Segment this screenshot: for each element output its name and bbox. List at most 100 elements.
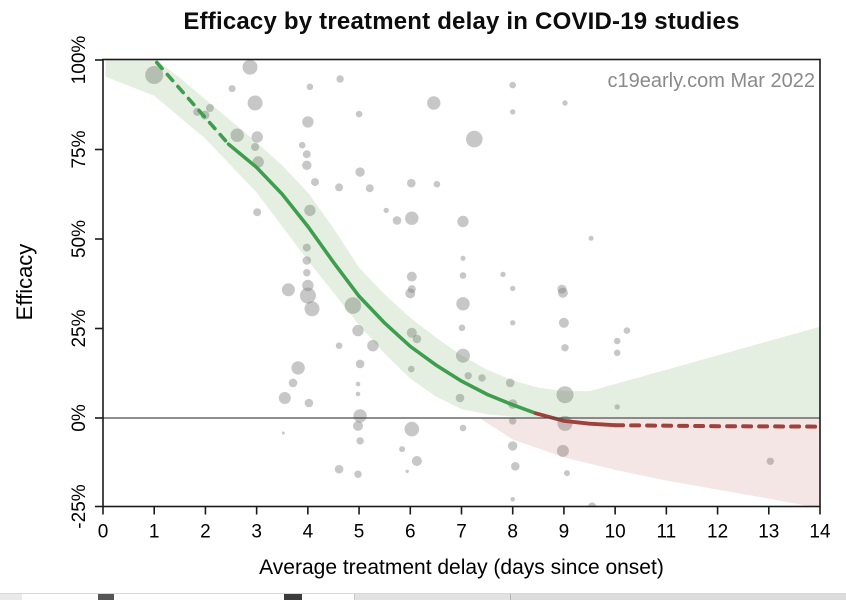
strip-mark — [98, 594, 114, 600]
data-bubble — [405, 469, 409, 473]
data-bubble — [392, 216, 402, 225]
data-bubble — [464, 372, 472, 380]
data-bubble — [383, 207, 389, 214]
data-bubble — [228, 85, 236, 93]
data-bubble — [253, 208, 262, 217]
data-bubble — [335, 342, 343, 350]
data-bubble — [281, 283, 295, 297]
trend-line-red-dashed — [613, 423, 820, 429]
x-tick-label: 13 — [758, 522, 779, 543]
data-bubble — [399, 446, 406, 453]
data-bubble — [459, 272, 467, 279]
data-bubble — [353, 420, 363, 431]
data-bubble — [353, 409, 367, 423]
strip-segment — [302, 594, 355, 600]
data-bubble — [278, 392, 291, 404]
data-bubble — [302, 279, 314, 292]
data-bubble — [352, 324, 364, 337]
x-tick-label: 11 — [656, 522, 676, 543]
data-bubble — [564, 470, 570, 477]
data-bubble — [613, 349, 621, 357]
data-bubble — [335, 183, 344, 192]
data-bubble — [304, 204, 316, 217]
data-bubble — [355, 381, 361, 387]
data-bubble — [460, 255, 466, 261]
strip-segment — [511, 594, 846, 600]
data-bubble — [304, 398, 314, 408]
data-bubble — [458, 324, 466, 332]
data-bubble — [558, 317, 569, 328]
data-bubble — [478, 374, 486, 382]
data-bubble — [455, 393, 465, 403]
data-bubble — [281, 431, 285, 435]
data-bubble — [145, 66, 164, 84]
data-bubble — [766, 457, 774, 465]
x-tick-label: 2 — [200, 522, 211, 543]
x-axis-label: Average treatment delay (days since onse… — [259, 556, 664, 579]
data-bubble — [304, 301, 320, 317]
data-bubble — [354, 470, 362, 478]
x-tick-label: 5 — [354, 522, 365, 543]
data-bubble — [356, 437, 364, 445]
data-bubble — [302, 116, 314, 128]
data-bubble — [427, 96, 441, 110]
data-bubble — [505, 378, 515, 388]
strip-segment — [355, 594, 511, 600]
data-bubble — [510, 320, 516, 326]
x-tick-label: 1 — [149, 522, 160, 543]
data-bubble — [562, 100, 568, 106]
data-bubble — [405, 211, 419, 225]
data-bubble — [456, 348, 470, 363]
data-bubble — [511, 462, 520, 471]
x-tick-label: 4 — [303, 522, 314, 543]
plot-clip-group — [105, 59, 820, 507]
trend-line-green-dashed — [155, 60, 231, 146]
data-bubble — [588, 502, 597, 507]
confidence-band-green — [105, 59, 820, 418]
data-bubble — [433, 180, 441, 188]
y-tick-label: -25% — [69, 484, 90, 528]
x-tick-label: 6 — [405, 522, 416, 543]
data-bubble — [556, 444, 569, 457]
data-bubble — [404, 421, 420, 437]
data-bubble — [406, 271, 417, 282]
data-bubble — [251, 143, 260, 151]
x-tick-label: 9 — [559, 522, 570, 543]
data-bubble — [407, 285, 416, 294]
chart-title: Efficacy by treatment delay in COVID-19 … — [183, 8, 740, 35]
data-bubble — [557, 287, 568, 298]
watermark-text: c19early.com Mar 2022 — [607, 70, 816, 92]
data-bubble — [299, 287, 316, 304]
data-bubble — [355, 391, 361, 397]
data-bubble — [206, 104, 214, 112]
data-bubble — [510, 109, 516, 115]
data-bubble — [302, 256, 312, 265]
data-bubble — [500, 271, 506, 278]
data-bubble — [247, 95, 263, 111]
cropped-ui-strip — [0, 593, 846, 600]
data-bubble — [510, 285, 516, 292]
data-bubble — [456, 297, 470, 311]
y-axis: -25% 0% 25% 50% 75% 100% — [69, 36, 103, 529]
data-bubble — [230, 128, 244, 142]
y-tick-label: 50% — [69, 220, 90, 258]
strip-segment — [0, 594, 23, 600]
data-bubble — [291, 361, 305, 375]
x-tick-label: 7 — [456, 522, 467, 543]
data-bubble — [588, 235, 594, 241]
data-bubble — [613, 337, 621, 345]
data-bubble — [412, 334, 422, 344]
data-bubble — [509, 417, 517, 425]
data-bubble — [336, 75, 344, 83]
data-bubble — [306, 83, 314, 91]
data-bubble — [557, 284, 567, 294]
data-bubble — [508, 441, 518, 451]
data-bubble — [365, 184, 374, 193]
strip-mark — [284, 594, 302, 600]
data-bubble — [623, 327, 631, 334]
data-bubble — [302, 243, 311, 252]
data-bubble — [288, 378, 298, 388]
x-tick-label: 8 — [507, 522, 518, 543]
